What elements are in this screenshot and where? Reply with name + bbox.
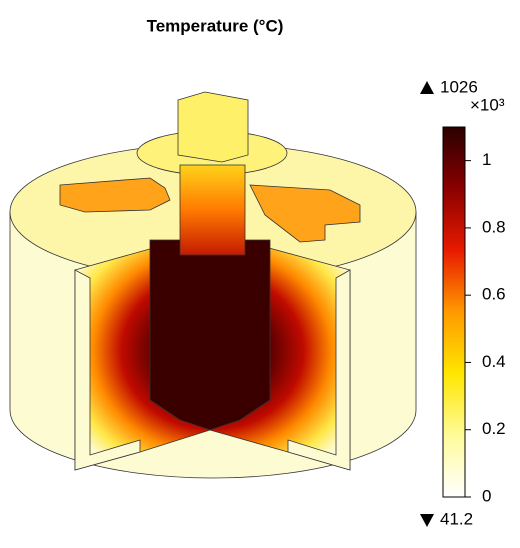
max-marker	[420, 81, 434, 94]
colorbar	[442, 126, 466, 498]
top-block	[177, 91, 249, 163]
wall-left	[74, 269, 141, 471]
min-label: 41.2	[440, 509, 473, 528]
colorbar-tick-label: 0.4	[482, 352, 506, 371]
colorbar-tick-label: 0.6	[482, 285, 506, 304]
colorbar-tick-label: 0.2	[482, 419, 506, 438]
core	[149, 239, 271, 431]
chart-title: Temperature (°C)	[147, 16, 284, 35]
shaft	[179, 164, 246, 256]
min-marker	[420, 514, 434, 527]
wall-right	[287, 269, 351, 471]
colorbar-tick-label: 0.8	[482, 217, 506, 236]
arm-right	[249, 184, 361, 243]
colorbar-tick-label: 0	[482, 486, 491, 505]
scale-label: ×10³	[470, 95, 505, 114]
max-label: 1026	[440, 77, 478, 96]
arm-left	[59, 177, 171, 213]
colorbar-tick-label: 1	[482, 150, 491, 169]
model-render	[9, 91, 417, 479]
